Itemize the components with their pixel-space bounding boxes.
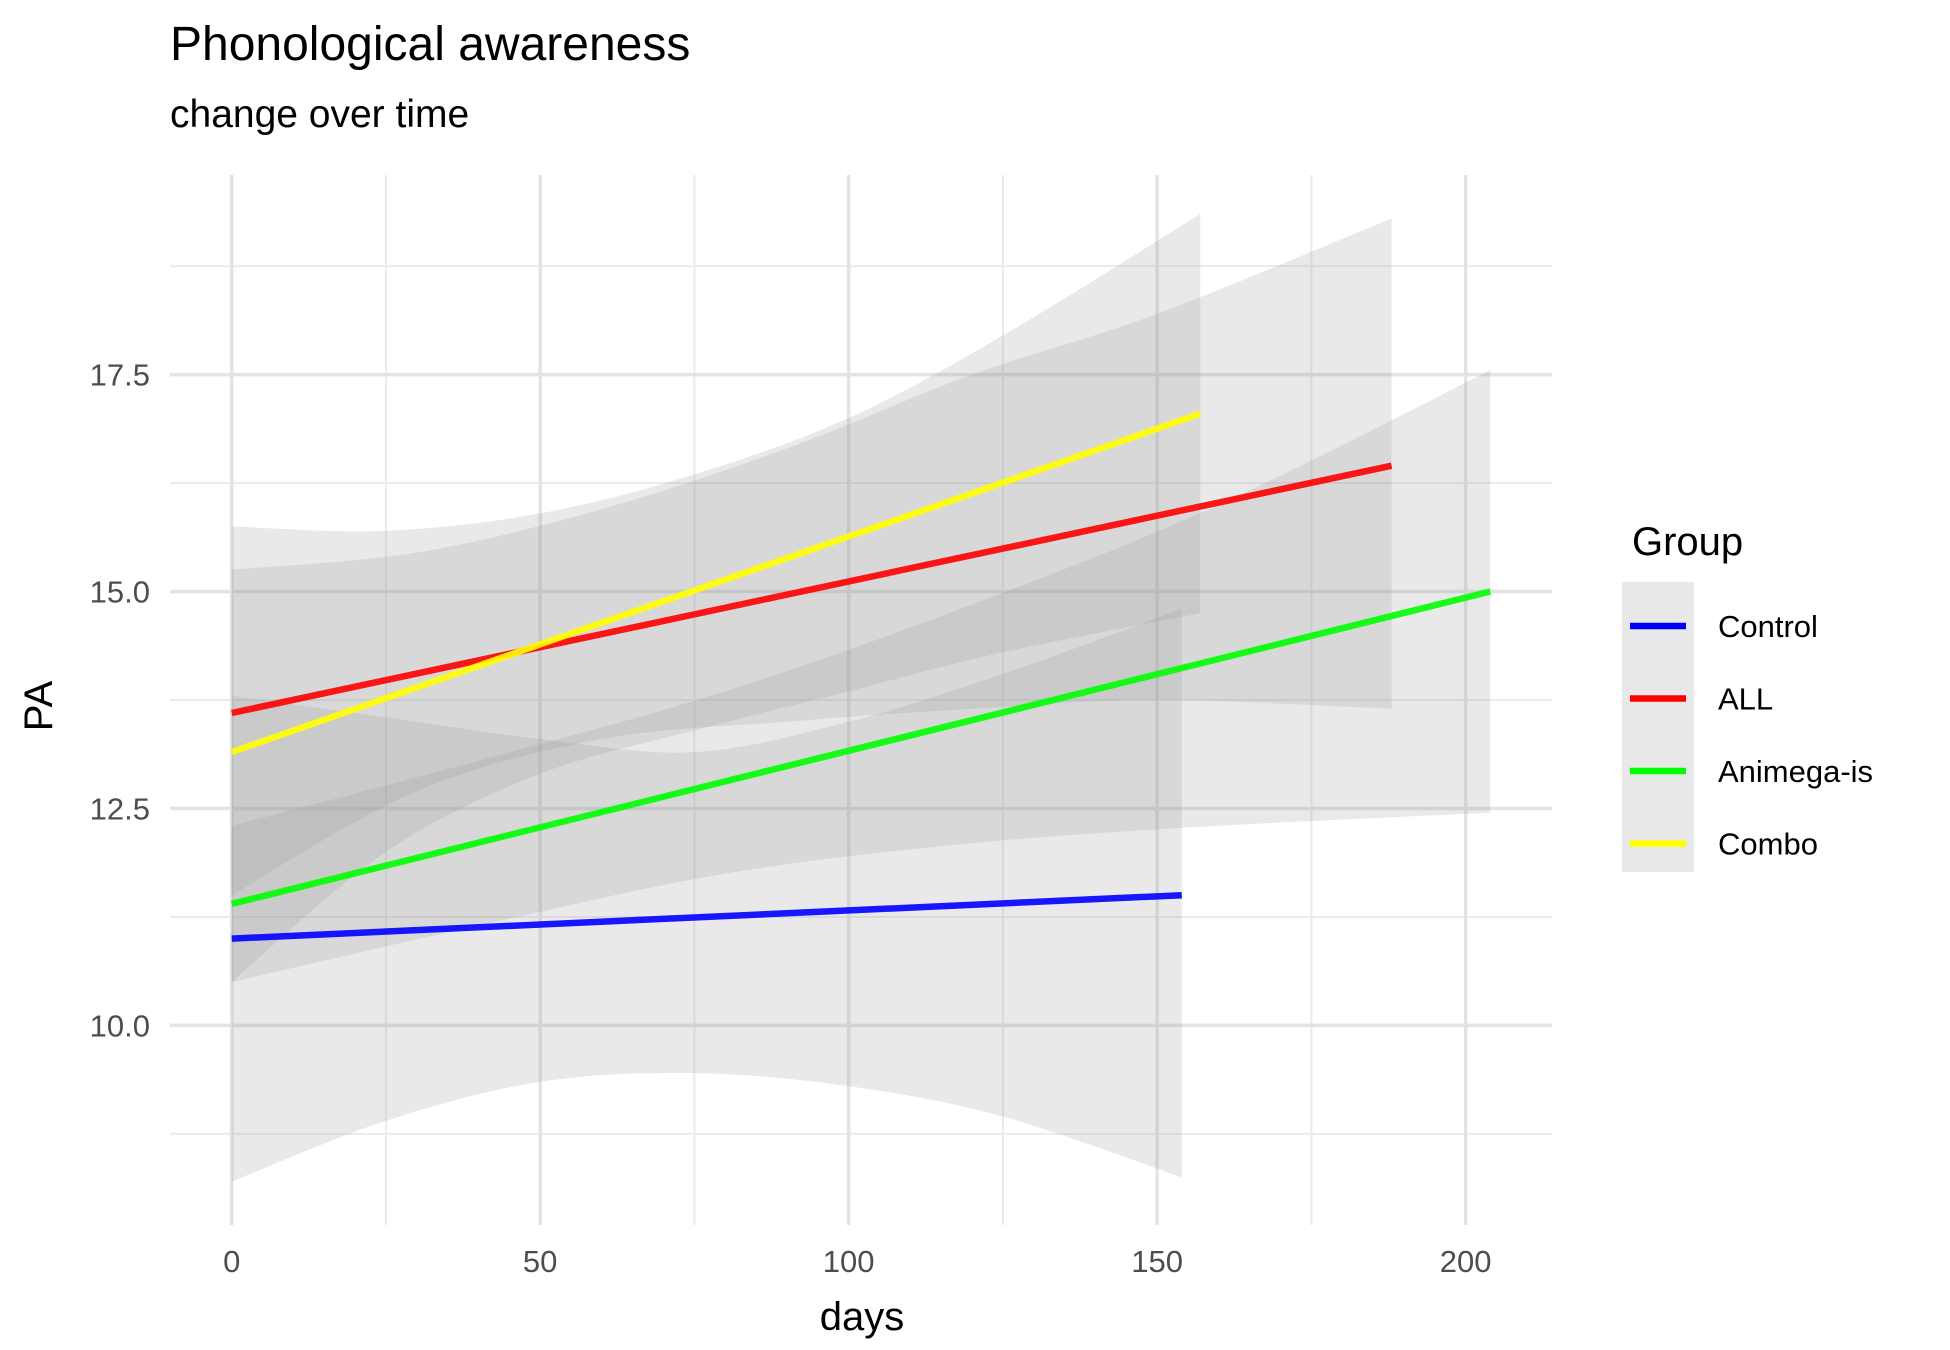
legend-label-combo: Combo xyxy=(1718,827,1818,862)
x-tick-label: 50 xyxy=(523,1244,557,1279)
x-axis-ticks: 0 50 100 150 200 xyxy=(223,1244,1491,1279)
y-axis-title: PA xyxy=(17,680,61,731)
legend-label-control: Control xyxy=(1718,609,1818,644)
legend-label-all: ALL xyxy=(1718,682,1773,717)
series-line-animega-is xyxy=(230,588,1492,908)
trend-lines xyxy=(230,410,1492,942)
y-tick-label: 12.5 xyxy=(90,791,150,826)
chart-title: Phonological awareness xyxy=(170,18,690,71)
ribbon-all xyxy=(231,218,1392,896)
legend-key-background xyxy=(1622,582,1694,872)
ribbon-combo xyxy=(231,214,1201,982)
y-tick-label: 10.0 xyxy=(90,1008,150,1043)
legend-title: Group xyxy=(1632,520,1743,564)
confidence-ribbons xyxy=(231,214,1491,1182)
series-line-all xyxy=(231,462,1393,717)
x-tick-label: 0 xyxy=(223,1244,240,1279)
y-tick-label: 15.0 xyxy=(90,575,150,610)
x-tick-label: 100 xyxy=(823,1244,875,1279)
chart-subtitle: change over time xyxy=(170,93,469,136)
grid-major xyxy=(170,175,1552,1225)
legend: Group Control ALL Animega-is Combo xyxy=(1622,520,1873,872)
x-tick-label: 200 xyxy=(1440,1244,1492,1279)
legend-label-animega-is: Animega-is xyxy=(1718,754,1873,789)
grid-minor xyxy=(170,175,1552,1225)
series-line-control xyxy=(231,891,1182,942)
ribbon-control xyxy=(231,608,1182,1182)
y-tick-label: 17.5 xyxy=(90,358,150,393)
y-axis-ticks: 10.0 12.5 15.0 17.5 xyxy=(90,358,150,1044)
legend-items: Control ALL Animega-is Combo xyxy=(1630,609,1873,862)
x-tick-label: 150 xyxy=(1131,1244,1183,1279)
x-axis-title: days xyxy=(820,1295,905,1339)
series-line-combo xyxy=(230,410,1202,756)
